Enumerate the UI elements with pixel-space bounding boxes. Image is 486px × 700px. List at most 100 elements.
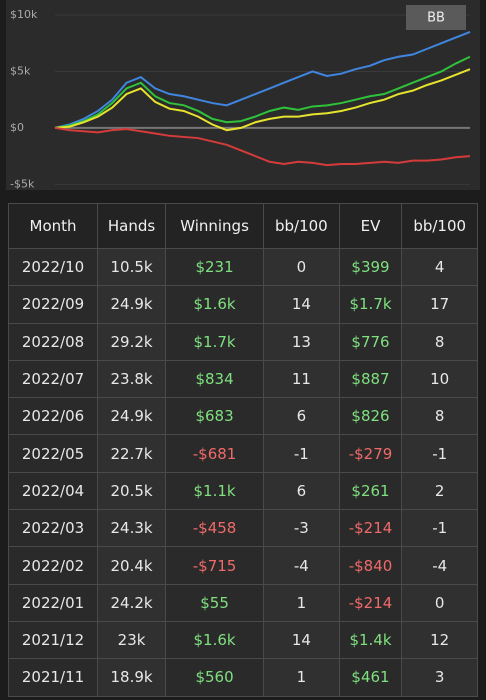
table-cell: $1.6k [165, 285, 265, 324]
table-cell: 2022/02 [7, 546, 99, 585]
table-cell: 2021/11 [7, 658, 99, 697]
table-cell: 12 [401, 620, 478, 660]
table-row: 2021/12 23k $1.6k 14 $1.4k 12 [7, 620, 478, 660]
series-line [54, 55, 471, 129]
table-cell: 20.4k [97, 546, 167, 585]
table-cell: $1.7k [338, 285, 403, 324]
table-cell: -1 [401, 509, 478, 548]
table-cell: 29.2k [97, 322, 167, 361]
table-cell: -$715 [165, 546, 265, 585]
table-row: 2022/03 24.3k -$458 -3 -$214 -1 [7, 509, 478, 548]
table-row: 2022/06 24.9k $683 6 $826 8 [7, 397, 478, 436]
table-cell: 6 [263, 397, 340, 436]
table-cell: 2022/08 [7, 322, 99, 361]
table-cell: 4 [401, 247, 478, 287]
table-cell: $1.6k [165, 620, 265, 660]
table-cell: -$458 [165, 509, 265, 548]
table-row: 2022/02 20.4k -$715 -4 -$840 -4 [7, 546, 478, 585]
bb-button-label[interactable]: BB [427, 11, 445, 26]
table-cell: $399 [338, 247, 403, 287]
table-cell: $461 [338, 658, 403, 697]
table-cell: $231 [165, 247, 265, 287]
table-cell: $887 [338, 359, 403, 399]
series-line [54, 68, 471, 132]
table-cell: 14 [263, 620, 340, 660]
table-cell: 24.2k [97, 583, 167, 622]
table-row: 2022/04 20.5k $1.1k 6 $261 2 [7, 471, 478, 511]
y-tick-label: $0 [10, 121, 24, 134]
table-cell: 10.5k [97, 247, 167, 287]
table-cell: $1.1k [165, 471, 265, 511]
table-cell: 10 [401, 359, 478, 399]
table-cell: $834 [165, 359, 265, 399]
table-cell: $683 [165, 397, 265, 436]
header-cell: Hands [97, 203, 167, 249]
table-cell: 1 [263, 658, 340, 697]
table-cell: 2022/05 [7, 434, 99, 473]
table-cell: -$279 [338, 434, 403, 473]
table-cell: $1.7k [165, 322, 265, 361]
chart-background [6, 0, 480, 190]
table-cell: 8 [401, 397, 478, 436]
table-cell: $1.4k [338, 620, 403, 660]
table-row: 2022/08 29.2k $1.7k 13 $776 8 [7, 322, 478, 361]
header-cell: bb/100 [263, 203, 340, 249]
table-cell: 11 [263, 359, 340, 399]
series-line [54, 126, 471, 167]
table-cell: 24.9k [97, 397, 167, 436]
y-tick-label: $10k [10, 8, 38, 21]
table-cell: 0 [401, 583, 478, 622]
header-cell: Winnings [165, 203, 265, 249]
table-cell: $55 [165, 583, 265, 622]
table-row: 2021/11 18.9k $560 1 $461 3 [7, 658, 478, 697]
table-cell: 2022/01 [7, 583, 99, 622]
y-tick-label: -$5k [10, 177, 35, 190]
series-line [54, 31, 471, 129]
table-cell: -3 [263, 509, 340, 548]
table-cell: 18.9k [97, 658, 167, 697]
table-cell: 23.8k [97, 359, 167, 399]
table-cell: $560 [165, 658, 265, 697]
table-row: 2022/05 22.7k -$681 -1 -$279 -1 [7, 434, 478, 473]
table-cell: $261 [338, 471, 403, 511]
table-cell: -1 [401, 434, 478, 473]
header-row: Month Hands Winnings bb/100 EV bb/100 [7, 203, 478, 249]
table-cell: $826 [338, 397, 403, 436]
table-cell: $776 [338, 322, 403, 361]
table-cell: -1 [263, 434, 340, 473]
table-cell: -$214 [338, 509, 403, 548]
table-cell: 1 [263, 583, 340, 622]
table-cell: 2022/06 [7, 397, 99, 436]
header-cell: EV [338, 203, 403, 249]
table-cell: 23k [97, 620, 167, 660]
header-cell: Month [7, 203, 99, 249]
table-cell: 24.3k [97, 509, 167, 548]
chart: $10k $5k $0 -$5k BB [6, 0, 480, 190]
header-cell: bb/100 [401, 203, 478, 249]
y-tick-label: $5k [10, 64, 31, 77]
table-cell: 2022/10 [7, 247, 99, 287]
table-cell: 2 [401, 471, 478, 511]
bb-button[interactable] [406, 5, 466, 30]
table-row: 2022/10 10.5k $231 0 $399 4 [7, 247, 478, 287]
table-cell: -$840 [338, 546, 403, 585]
table-cell: 22.7k [97, 434, 167, 473]
table-cell: 0 [263, 247, 340, 287]
table-cell: 2021/12 [7, 620, 99, 660]
table-cell: 2022/07 [7, 359, 99, 399]
table-cell: 24.9k [97, 285, 167, 324]
table-row: 2022/09 24.9k $1.6k 14 $1.7k 17 [7, 285, 478, 324]
monthly-table: Month Hands Winnings bb/100 EV bb/100 2022/10 1… [7, 203, 478, 697]
table-cell: 13 [263, 322, 340, 361]
table-row: 2022/07 23.8k $834 11 $887 10 [7, 359, 478, 399]
table-cell: -$681 [165, 434, 265, 473]
table-cell: 20.5k [97, 471, 167, 511]
table-cell: -$214 [338, 583, 403, 622]
table-cell: 3 [401, 658, 478, 697]
table-cell: 8 [401, 322, 478, 361]
table-cell: 6 [263, 471, 340, 511]
table-cell: 2022/03 [7, 509, 99, 548]
table-cell: 14 [263, 285, 340, 324]
table-cell: -4 [263, 546, 340, 585]
